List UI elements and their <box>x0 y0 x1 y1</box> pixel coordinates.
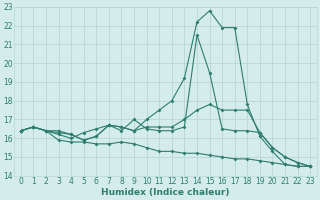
X-axis label: Humidex (Indice chaleur): Humidex (Indice chaleur) <box>101 188 230 197</box>
